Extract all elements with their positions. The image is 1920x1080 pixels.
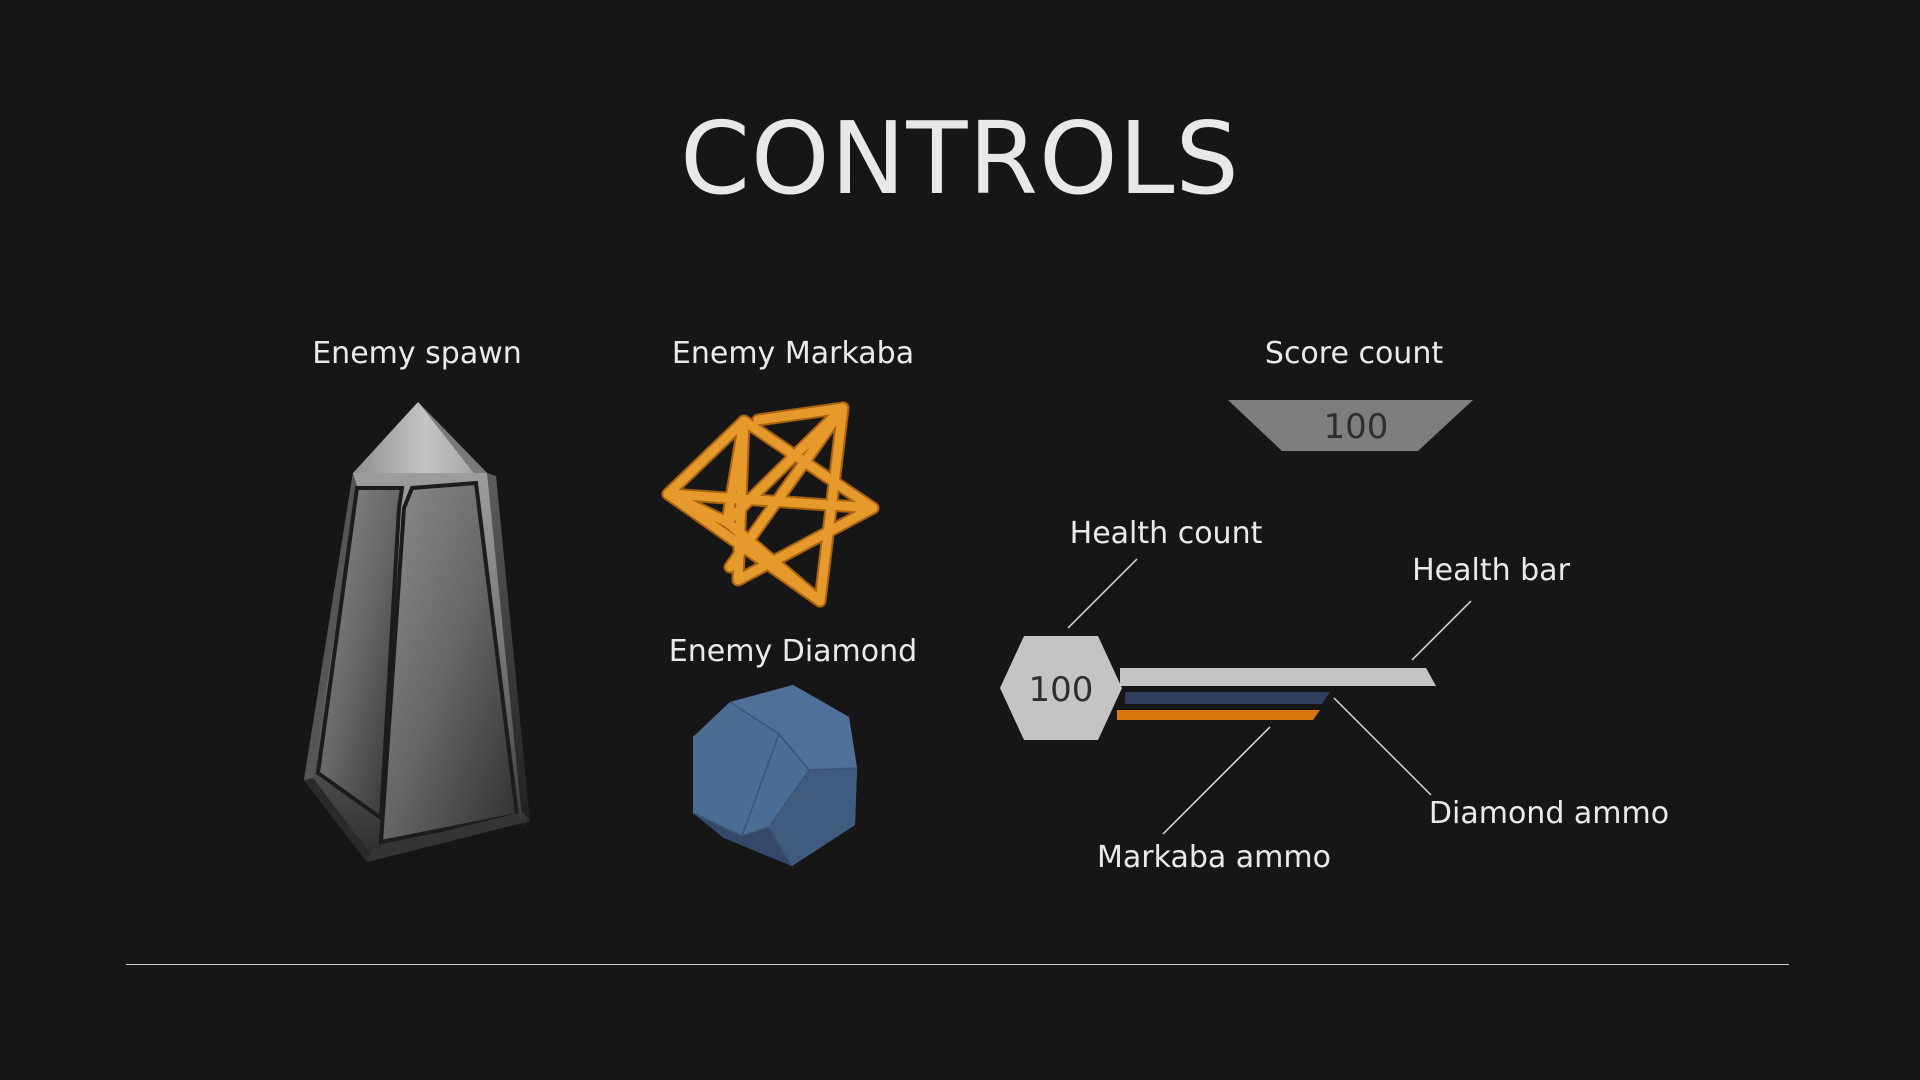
diamond-ammo-callout (1333, 697, 1432, 796)
markaba-ammo-label: Markaba ammo (1097, 840, 1331, 875)
health-hud: 100 (1000, 636, 1436, 740)
health-count-callout (1067, 558, 1138, 629)
health-count-hexagon (1000, 636, 1122, 740)
callout-lines (1067, 558, 1472, 835)
diamond-ammo-bar (1125, 692, 1330, 704)
health-bar-label: Health bar (1412, 553, 1570, 588)
star-tetrahedron-icon (661, 401, 880, 608)
markaba-ammo-bar (1117, 710, 1320, 720)
enemy-spawn-label: Enemy spawn (312, 336, 522, 371)
enemy-markaba-label: Enemy Markaba (671, 336, 915, 371)
page-title: CONTROLS (680, 100, 1240, 217)
diamond-ammo-label: Diamond ammo (1428, 796, 1670, 831)
bottom-divider (126, 964, 1789, 965)
score-count-value: 100 (1324, 407, 1389, 447)
health-count-label: Health count (1069, 516, 1263, 551)
health-count-value: 100 (1029, 670, 1094, 710)
dodecahedron-icon (692, 685, 858, 867)
markaba-ammo-callout (1162, 726, 1271, 835)
score-count-label: Score count (1264, 336, 1444, 371)
enemy-diamond-label: Enemy Diamond (668, 634, 918, 669)
obelisk-icon (304, 402, 530, 862)
score-count-display: 100 (1228, 400, 1473, 451)
health-bar (1120, 668, 1436, 686)
health-bar-callout (1411, 600, 1472, 661)
